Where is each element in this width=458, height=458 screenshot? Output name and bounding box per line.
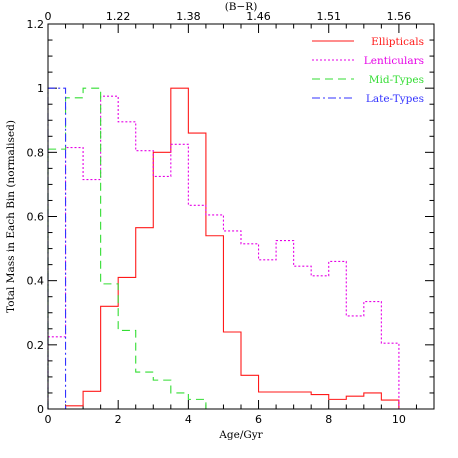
y-tick-label: 0 bbox=[37, 403, 44, 416]
legend-label-lenticulars: Lenticulars bbox=[364, 55, 424, 67]
series-lines bbox=[47, 87, 400, 410]
series-line-ellipticals bbox=[48, 87, 400, 410]
legend: Ellipticals Lenticulars Mid-Types Late-Type… bbox=[312, 36, 424, 105]
top-tick-label: 1.51 bbox=[316, 10, 341, 23]
y-axis-title: Total Mass in Each Bin (normalised) bbox=[5, 120, 17, 313]
plot-frame bbox=[47, 23, 435, 410]
top-tick-label: 1.46 bbox=[246, 10, 271, 23]
y-tick-label: 0.6 bbox=[27, 211, 45, 224]
x-tick-label: 4 bbox=[185, 413, 192, 426]
legend-label-late-types: Late-Types bbox=[366, 93, 424, 105]
y-tick-label: 0.8 bbox=[27, 146, 45, 159]
top-axis-title: (B−R) bbox=[225, 1, 258, 13]
y-tick-label: 1.2 bbox=[27, 18, 45, 31]
x-tick-label: 8 bbox=[325, 413, 332, 426]
y-tick-label: 0.2 bbox=[27, 339, 45, 352]
x-tick-label: 10 bbox=[392, 413, 406, 426]
y-tick-label: 1 bbox=[37, 82, 44, 95]
legend-label-mid-types: Mid-Types bbox=[369, 74, 424, 86]
x-tick-label: 2 bbox=[115, 413, 122, 426]
series-line-lenticulars bbox=[47, 95, 400, 409]
y-tick-label: 0.4 bbox=[27, 275, 45, 288]
axis-labels: 0 2 4 6 8 10 0 1.22 1.38 1.46 1.51 1.56 0 0.2 0.4 0.6 0.… bbox=[27, 10, 412, 426]
x-axis-title: Age/Gyr bbox=[218, 429, 263, 441]
top-tick-label: 1.22 bbox=[106, 10, 131, 23]
x-tick-label: 6 bbox=[255, 413, 262, 426]
top-tick-label: 1.56 bbox=[387, 10, 412, 23]
top-tick-label: 0 bbox=[45, 10, 52, 23]
legend-label-ellipticals: Ellipticals bbox=[371, 36, 424, 48]
top-tick-label: 1.38 bbox=[176, 10, 201, 23]
x-tick-label: 0 bbox=[45, 413, 52, 426]
